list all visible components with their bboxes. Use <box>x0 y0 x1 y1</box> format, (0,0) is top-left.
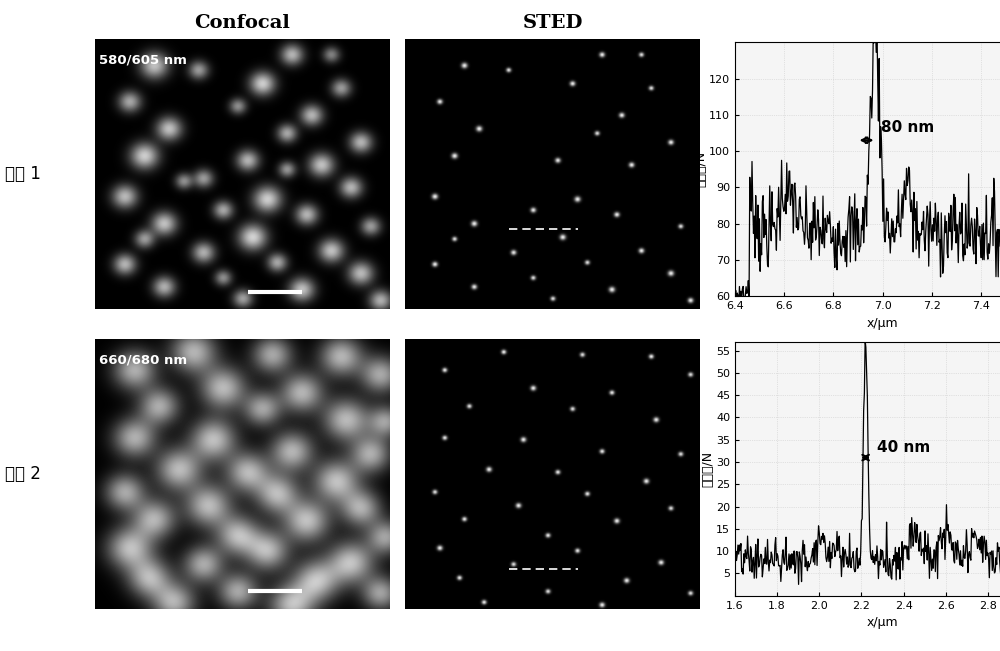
X-axis label: x/μm: x/μm <box>867 616 898 629</box>
Text: 40 nm: 40 nm <box>877 440 930 455</box>
Text: 580/605 nm: 580/605 nm <box>99 54 187 67</box>
Y-axis label: 光子数/N: 光子数/N <box>695 151 708 187</box>
X-axis label: x/μm: x/μm <box>867 316 898 329</box>
Text: STED: STED <box>522 14 583 33</box>
Text: Confocal: Confocal <box>195 14 290 33</box>
Text: 通道 2: 通道 2 <box>5 465 41 482</box>
Y-axis label: 光子数/N: 光子数/N <box>702 450 715 487</box>
Text: 660/680 nm: 660/680 nm <box>99 353 188 367</box>
Text: 80 nm: 80 nm <box>881 120 935 135</box>
Text: 通道 1: 通道 1 <box>5 165 41 183</box>
